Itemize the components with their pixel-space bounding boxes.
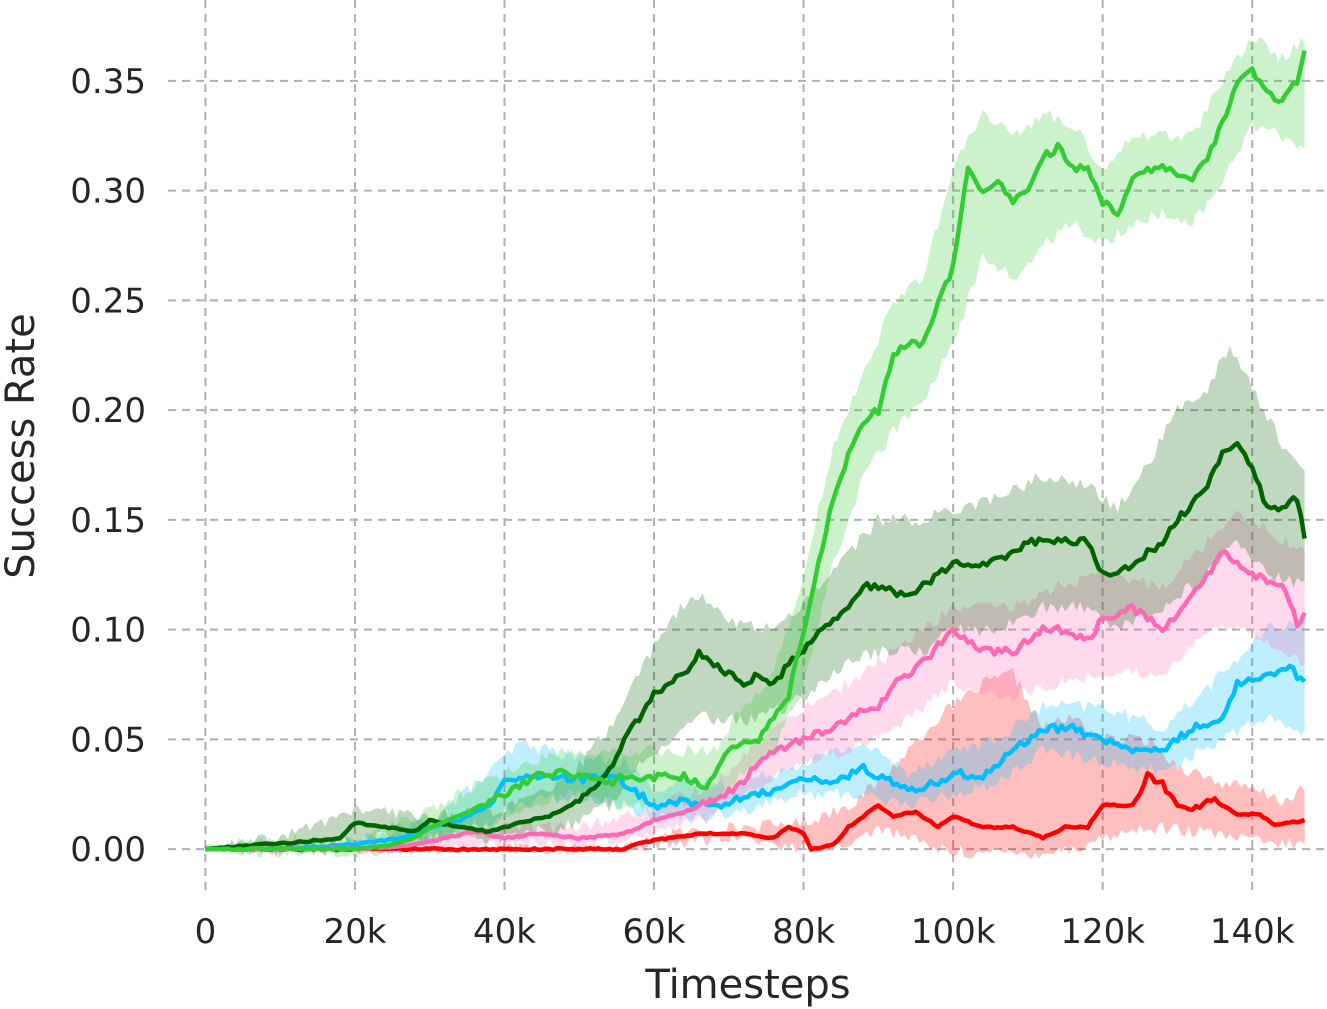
series-5-line <box>205 50 1307 852</box>
y-tick-label: 0.30 <box>70 172 146 212</box>
x-tick-label: 80k <box>772 912 835 952</box>
y-tick-label: 0.05 <box>70 720 146 760</box>
y-tick-label: 0.35 <box>70 62 146 102</box>
confidence-bands <box>205 36 1305 860</box>
x-tick-label: 60k <box>623 912 686 952</box>
series-4-line <box>205 440 1307 852</box>
series-3-band <box>205 510 1305 856</box>
x-tick-label: 40k <box>473 912 536 952</box>
series-2-band <box>205 614 1305 855</box>
x-tick-label: 0 <box>195 912 217 952</box>
x-tick-label: 100k <box>911 912 996 952</box>
y-tick-label: 0.25 <box>70 281 146 321</box>
x-tick-label: 120k <box>1060 912 1145 952</box>
x-tick-label: 140k <box>1210 912 1295 952</box>
series-2-line <box>205 663 1307 853</box>
series-4-band <box>205 345 1305 856</box>
x-axis-title: Timesteps <box>644 962 850 1008</box>
y-tick-label: 0.10 <box>70 611 146 651</box>
tick-labels: 0 20k 40k 60k 80k 100k 120k 140k 0.00 0.05 0.10 0.1… <box>70 62 1295 952</box>
grid <box>168 0 1327 893</box>
series-lines <box>205 50 1307 853</box>
y-tick-label: 0.15 <box>70 501 146 541</box>
y-axis-title: Success Rate <box>0 313 44 578</box>
series-1-band <box>205 668 1305 860</box>
y-tick-label: 0.00 <box>70 830 146 870</box>
x-tick-label: 20k <box>323 912 386 952</box>
y-tick-label: 0.20 <box>70 391 146 431</box>
series-5-band <box>205 36 1305 859</box>
